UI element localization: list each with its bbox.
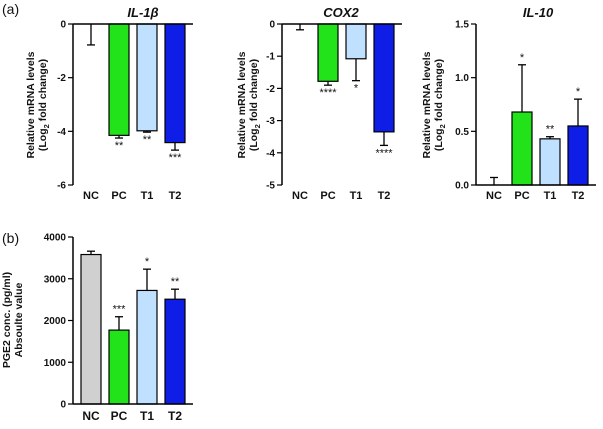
x-tick-label: NC (292, 190, 308, 202)
y-axis-label-line2-pre: (Log (248, 128, 260, 151)
y-axis-label-line2-post: fold change) (433, 59, 445, 124)
y-tick-label: 0.0 (455, 181, 469, 192)
y-tick-label: -1 (266, 52, 275, 63)
y-tick-label: 1000 (44, 358, 67, 369)
panel-b-label: (b) (2, 230, 19, 246)
y-tick-label: 4000 (44, 233, 67, 244)
x-tick-label: T1 (544, 190, 557, 202)
y-tick-label: 1.0 (455, 73, 469, 84)
x-tick-label: T2 (169, 190, 182, 202)
y-axis-label-line2: Absoulte value (13, 282, 25, 357)
bar-t1 (539, 138, 561, 186)
y-axis-label-line2-post: fold change) (37, 59, 49, 124)
significance-mark: ** (143, 134, 152, 146)
y-tick-label: -3 (266, 116, 275, 127)
y-axis-label-line2-pre: (Log (433, 128, 445, 151)
significance-mark: ** (546, 124, 555, 136)
y-axis-label-subscript: 2 (42, 124, 51, 128)
bar-nc (80, 253, 102, 405)
y-axis-label-line2: (Log2 fold change) (37, 59, 51, 151)
y-tick-label: -2 (266, 84, 275, 95)
x-tick-label: T1 (350, 190, 363, 202)
significance-mark: ** (171, 276, 180, 288)
bar-t2 (164, 298, 186, 405)
x-tick-label: PC (320, 190, 335, 202)
bar-t2 (373, 23, 395, 133)
y-axis-label-line2-pre: Absoulte value (13, 282, 25, 357)
significance-mark: * (576, 86, 581, 98)
x-tick-label: NC (486, 190, 502, 202)
bar-t1 (345, 23, 367, 60)
significance-mark: *** (113, 304, 127, 316)
bar-pc (108, 329, 130, 405)
y-tick-label: 0.5 (455, 127, 469, 138)
x-tick-label: T2 (168, 409, 182, 423)
significance-mark: *** (169, 152, 183, 164)
bar-t1 (136, 289, 158, 405)
significance-mark: * (354, 83, 359, 95)
y-axis-label-line2: (Log2 fold change) (433, 59, 447, 151)
x-tick-label: T2 (572, 190, 585, 202)
bar-t2 (567, 125, 589, 186)
x-tick-label: T1 (140, 409, 154, 423)
significance-mark: ** (115, 140, 124, 152)
y-tick-label: -2 (57, 73, 66, 84)
y-tick-label: 0 (60, 20, 66, 31)
bar-pc (511, 111, 533, 186)
chart-pge2: 0 1000 2000 3000 4000 NC *** PC * T1 ** T2 PGE2 conc… (1, 233, 193, 423)
significance-mark: **** (319, 87, 337, 99)
y-axis-label-line1: Relative mRNA levels (236, 51, 248, 158)
y-axis-label-line2: (Log2 fold change) (248, 59, 262, 151)
chart-title: IL-1β (127, 5, 158, 20)
bar-pc (317, 23, 339, 82)
x-tick-label: PC (514, 190, 529, 202)
bar-t2 (164, 23, 186, 144)
y-axis-label-subscript: 2 (438, 124, 447, 128)
panel-a-label: (a) (2, 1, 19, 17)
y-axis-label-line1: Relative mRNA levels (25, 51, 37, 158)
chart-cox2: COX2 0 -1 -2 -3 -4 -5 NC **** PC * T1 **** T2 Relative… (236, 5, 402, 202)
y-tick-label: -4 (266, 148, 275, 159)
x-tick-label: NC (83, 190, 99, 202)
y-axis-label-line2-pre: (Log (37, 128, 49, 151)
x-tick-label: PC (111, 190, 126, 202)
x-tick-label: T1 (141, 190, 154, 202)
y-tick-label: 3000 (44, 274, 67, 285)
significance-mark: **** (375, 147, 393, 159)
y-tick-label: -5 (266, 181, 275, 192)
x-tick-label: PC (111, 409, 128, 423)
bar-pc (108, 23, 130, 136)
y-tick-label: 1.5 (455, 20, 469, 31)
chart-title: IL-10 (523, 5, 554, 20)
x-tick-label: NC (82, 409, 100, 423)
chart-il10: IL-10 0.0 0.5 1.0 1.5 NC * PC ** T1 * T2 Relative mR… (421, 5, 596, 202)
y-axis-label-line1: Relative mRNA levels (421, 51, 433, 158)
significance-mark: * (145, 256, 150, 268)
y-tick-label: 0 (60, 400, 66, 411)
y-axis-label-subscript: 2 (253, 124, 262, 128)
y-tick-label: -4 (57, 127, 66, 138)
y-axis-label-line1: PGE2 conc. (pg/ml) (1, 272, 13, 368)
bar-t1 (136, 23, 158, 132)
y-tick-label: -6 (57, 181, 66, 192)
chart-title: COX2 (323, 5, 359, 20)
chart-il1b: IL-1β 0 -2 -4 -6 NC ** PC ** T1 *** T2 Relative mRNA… (25, 5, 193, 202)
y-tick-label: 2000 (44, 316, 67, 327)
significance-mark: * (520, 52, 525, 64)
y-tick-label: 0 (269, 20, 275, 31)
x-tick-label: T2 (378, 190, 391, 202)
y-axis-label-line2-post: fold change) (248, 59, 260, 124)
